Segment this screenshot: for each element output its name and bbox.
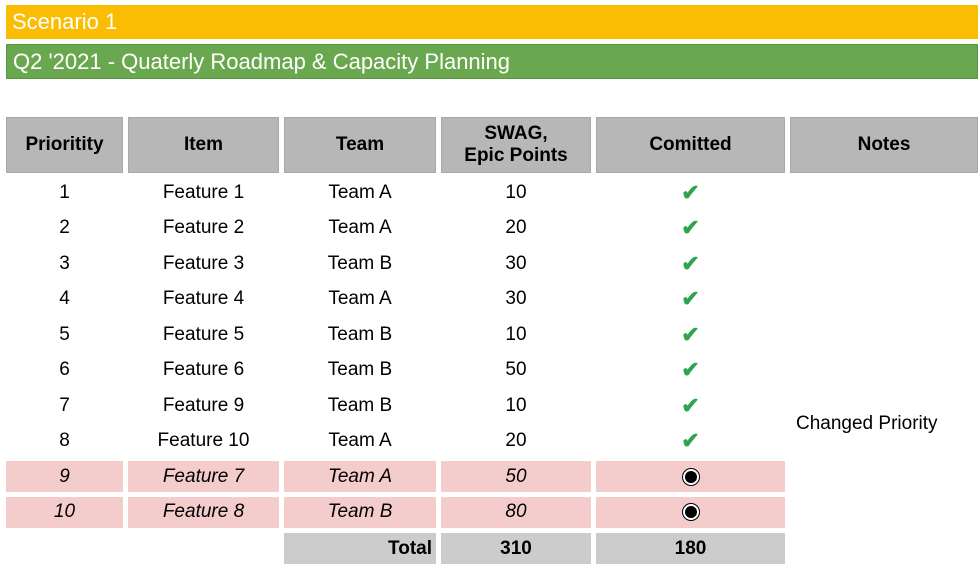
header-swag: SWAG, Epic Points <box>441 117 591 173</box>
cell-team: Team B <box>327 252 393 274</box>
header-priority: Prioritity <box>6 117 123 173</box>
cell-item: Feature 4 <box>162 288 245 310</box>
cell-priority: 2 <box>59 217 70 239</box>
cell-priority: 4 <box>59 288 70 310</box>
check-icon: ✔ <box>681 250 700 276</box>
header-swag-line2: Epic Points <box>464 145 568 166</box>
cell-points: 10 <box>505 394 527 416</box>
cell-team: Team A <box>328 181 392 203</box>
cell-points: 80 <box>441 496 591 528</box>
cell-item: Feature 2 <box>162 217 245 239</box>
check-icon: ✔ <box>681 215 700 241</box>
cell-committed[interactable]: ✔ <box>596 175 785 211</box>
header-item: Item <box>128 117 279 173</box>
cell-priority: 5 <box>59 323 70 345</box>
cell-points: 50 <box>441 461 591 492</box>
cell-team: Team A <box>328 288 392 310</box>
cell-points: 10 <box>505 181 527 203</box>
cell-item: Feature 1 <box>162 181 245 203</box>
radio-selected-icon[interactable] <box>681 503 700 521</box>
cell-item: Feature 9 <box>162 394 245 416</box>
radio-selected-icon[interactable] <box>681 467 700 486</box>
check-icon: ✔ <box>681 392 700 418</box>
cell-team: Team A <box>328 430 392 452</box>
cell-committed[interactable]: ✔ <box>596 388 785 424</box>
total-label: Total <box>284 533 436 564</box>
cell-priority: 10 <box>6 496 123 528</box>
note-changed-priority: Changed Priority <box>796 413 938 434</box>
total-committed: 180 <box>596 533 785 564</box>
header-committed: Comitted <box>596 117 785 173</box>
cell-points: 10 <box>505 323 527 345</box>
header-notes: Notes <box>790 117 978 173</box>
cell-priority: 1 <box>59 181 70 203</box>
cell-team: Team B <box>327 323 393 345</box>
cell-committed[interactable]: ✔ <box>596 424 785 460</box>
check-icon: ✔ <box>681 321 700 347</box>
cell-points: 30 <box>505 288 527 310</box>
total-points: 310 <box>441 533 591 564</box>
cell-item: Feature 7 <box>128 461 279 492</box>
cell-committed[interactable] <box>596 496 785 528</box>
cell-team: Team B <box>327 359 393 381</box>
cell-priority: 3 <box>59 252 70 274</box>
cell-item: Feature 6 <box>162 359 245 381</box>
cell-priority: 7 <box>59 394 70 416</box>
cell-team: Team A <box>284 461 436 492</box>
cell-team: Team B <box>284 496 436 528</box>
check-icon: ✔ <box>681 428 700 454</box>
header-swag-line1: SWAG, <box>484 123 548 144</box>
check-icon: ✔ <box>681 179 700 205</box>
cell-item: Feature 10 <box>157 430 250 452</box>
cell-committed[interactable]: ✔ <box>596 211 785 247</box>
cell-committed[interactable] <box>596 461 785 492</box>
check-icon: ✔ <box>681 357 700 383</box>
cell-committed[interactable]: ✔ <box>596 282 785 318</box>
cell-priority: 6 <box>59 359 70 381</box>
cell-points: 20 <box>505 430 527 452</box>
cell-points: 20 <box>505 217 527 239</box>
page-title: Q2 '2021 - Quaterly Roadmap & Capacity P… <box>6 44 978 79</box>
cell-item: Feature 8 <box>128 496 279 528</box>
check-icon: ✔ <box>681 286 700 312</box>
cell-committed[interactable]: ✔ <box>596 246 785 282</box>
cell-priority: 8 <box>59 430 70 452</box>
header-team: Team <box>284 117 436 173</box>
cell-committed[interactable]: ✔ <box>596 353 785 389</box>
cell-team: Team A <box>328 217 392 239</box>
cell-committed[interactable]: ✔ <box>596 317 785 353</box>
cell-points: 50 <box>505 359 527 381</box>
cell-points: 30 <box>505 252 527 274</box>
scenario-banner: Scenario 1 <box>6 5 978 39</box>
cell-item: Feature 3 <box>162 252 245 274</box>
cell-team: Team B <box>327 394 393 416</box>
cell-item: Feature 5 <box>162 323 245 345</box>
cell-priority: 9 <box>6 461 123 492</box>
